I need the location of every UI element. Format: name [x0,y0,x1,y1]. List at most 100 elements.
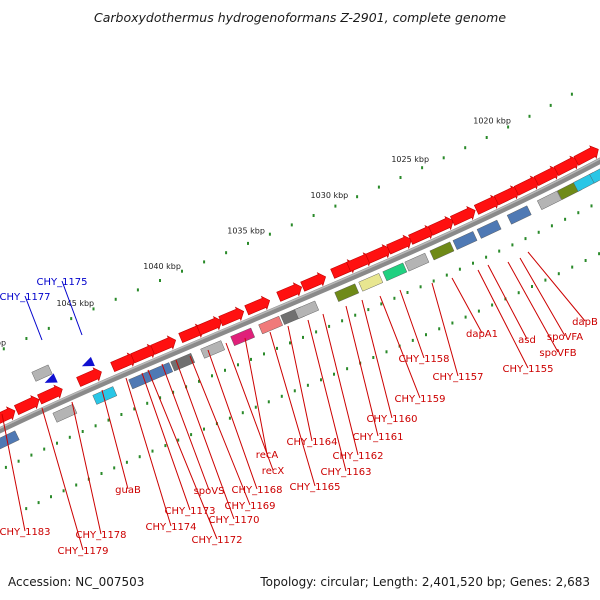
forward-gene-arrow[interactable] [300,270,328,293]
label-leader-line [175,359,235,520]
scale-tick [92,307,95,311]
label-leader-line [269,331,316,487]
forward-gene-arrow[interactable] [150,334,178,357]
kbp-scale-label: 1020 kbp [473,117,511,126]
gene-label[interactable]: asd [518,335,536,346]
gene-label[interactable]: CHY_1160 [366,414,417,425]
forward-gene-arrow[interactable] [13,393,43,416]
gene-label[interactable]: CHY_1169 [224,501,275,512]
forward-gene-arrow[interactable] [76,365,105,388]
gene-label[interactable]: CHY_1162 [332,451,383,462]
gene-feature-block[interactable] [506,205,532,225]
gene-label[interactable]: CHY_1157 [432,372,483,383]
accession-text: Accession: NC_007503 [8,575,144,589]
gene-label[interactable]: dapB [572,317,598,328]
gene-label[interactable]: CHY_1170 [208,515,259,526]
reverse-gene-arrow[interactable] [80,356,95,371]
scale-tick [241,411,244,415]
scale-tick [306,383,309,387]
gene-label[interactable]: CHY_1155 [502,364,553,375]
forward-gene-arrow[interactable] [449,204,479,227]
forward-gene-arrow[interactable] [533,164,562,188]
scale-tick [75,483,78,487]
scale-tick [328,324,331,328]
gene-label[interactable]: CHY_1163 [320,467,371,478]
forward-gene-arrow[interactable] [573,143,600,167]
gene-label[interactable]: spoVFA [547,332,583,343]
gene-label[interactable]: spoVFB [539,348,576,359]
gene-feature-block[interactable] [230,327,255,346]
scale-tick [68,435,71,439]
gene-feature-block[interactable] [358,273,384,292]
gene-feature-block[interactable] [452,231,478,250]
label-leader-line [147,369,218,540]
gene-label[interactable]: CHY_1177 [0,292,51,303]
forward-gene-arrow[interactable] [196,314,224,337]
gene-label[interactable]: CHY_1175 [36,277,87,288]
forward-gene-arrow[interactable] [244,294,272,317]
gene-feature-block[interactable] [382,262,408,282]
gene-label[interactable]: spoVS [194,486,225,497]
scale-tick [37,501,40,505]
label-leader-line [431,282,459,377]
gene-feature-block[interactable] [52,403,78,423]
scale-tick [293,389,296,393]
forward-gene-arrow[interactable] [428,214,457,237]
gene-label[interactable]: dapA1 [466,329,498,340]
gene-feature-block[interactable] [294,300,320,320]
gene-label[interactable]: CHY_1158 [398,354,449,365]
gene-feature-block[interactable] [31,364,53,382]
gene-feature-block[interactable] [429,241,455,261]
gene-label[interactable]: CHY_1168 [231,485,282,496]
scale-tick [537,230,540,234]
scale-tick [56,441,58,445]
gene-label[interactable]: CHY_1178 [75,530,126,541]
gene-feature-block[interactable] [334,283,360,302]
gene-feature-block[interactable] [200,340,226,359]
gene-label[interactable]: recX [262,466,285,477]
forward-gene-arrow[interactable] [365,242,394,265]
map-title: Carboxydothermus hydrogenoformans Z-2901… [94,10,506,25]
gene-label[interactable]: guaB [115,485,141,496]
forward-gene-arrow[interactable] [386,233,415,256]
scale-tick [334,204,337,208]
scale-tick [570,92,573,96]
scale-tick [464,146,467,150]
gene-label[interactable]: CHY_1164 [286,437,337,448]
gene-label[interactable]: CHY_1165 [289,482,340,493]
gene-label[interactable]: CHY_1173 [164,506,215,517]
gene-label[interactable]: recA [256,450,279,461]
forward-gene-arrow[interactable] [37,383,66,406]
forward-gene-arrow[interactable] [218,305,246,328]
gene-label[interactable]: CHY_1183 [0,527,51,538]
label-leader-line [161,363,210,491]
gene-label[interactable]: CHY_1159 [394,394,445,405]
label-leader-line [361,299,393,419]
label-leader-line [399,289,425,359]
gene-label[interactable]: CHY_1174 [145,522,196,533]
label-leader-line [225,342,274,471]
forward-gene-arrow[interactable] [553,154,582,178]
scale-tick [549,103,552,107]
gene-label[interactable]: CHY_1161 [352,432,403,443]
gene-feature-block[interactable] [476,219,502,239]
gene-feature-block[interactable] [0,430,20,450]
gene-label[interactable]: CHY_1172 [191,535,242,546]
reverse-gene-arrow[interactable] [43,373,58,387]
scale-tick [442,156,445,160]
scale-tick [146,401,149,405]
kbp-scale-label: 1040 kbp [143,262,181,271]
gene-feature-block[interactable] [536,190,562,210]
scale-tick [315,330,318,334]
gene-feature-block[interactable] [589,163,600,184]
scale-tick [267,400,270,404]
scale-tick [17,459,20,463]
scale-tick [198,379,200,383]
forward-gene-arrow[interactable] [276,281,304,304]
scale-tick [113,466,116,470]
gene-feature-block[interactable] [92,386,118,405]
gene-label[interactable]: CHY_1179 [57,546,108,557]
gene-feature-block[interactable] [170,353,196,372]
gene-feature-block[interactable] [258,315,284,335]
gene-feature-block[interactable] [404,252,430,272]
